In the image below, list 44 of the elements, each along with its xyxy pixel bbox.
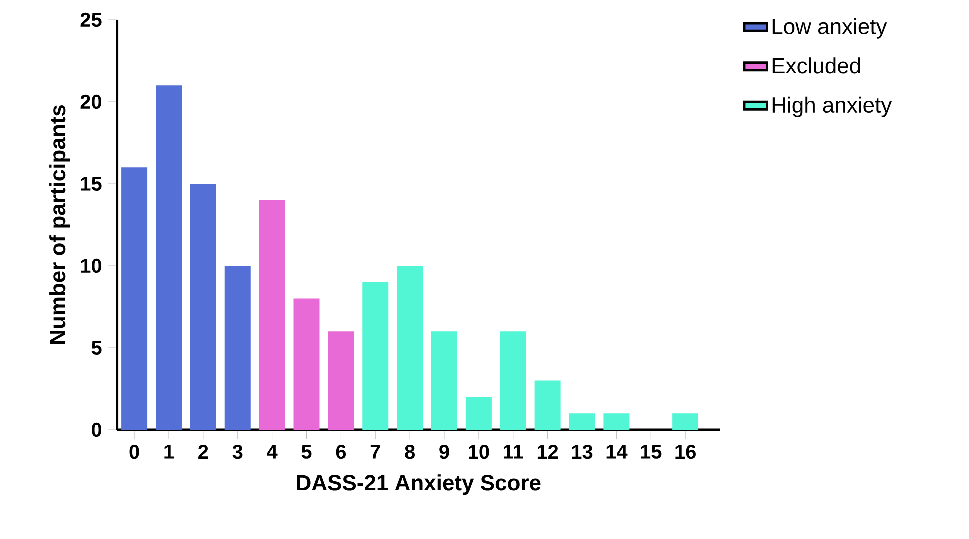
bar [190, 184, 216, 430]
y-axis-title: Number of participants [50, 106, 70, 344]
x-tick-label: 11 [504, 444, 524, 459]
y-tick-label: 25 [80, 12, 102, 28]
bar [672, 414, 699, 430]
x-tick-label: 6 [336, 444, 346, 460]
y-tick-label: 10 [81, 258, 102, 274]
bar [466, 397, 492, 430]
legend-label: Excluded [772, 58, 860, 74]
bar [500, 332, 526, 430]
x-tick-label: 2 [198, 444, 208, 459]
y-tick-label: 0 [92, 422, 102, 438]
legend-label: High anxiety [772, 96, 892, 118]
x-tick-label: 1 [164, 444, 174, 459]
legend-label: Low anxiety [772, 18, 888, 39]
y-tick-label: 15 [81, 177, 102, 191]
x-axis-title: DASS-21 Anxiety Score [297, 474, 541, 496]
bar [432, 332, 458, 430]
x-tick-label: 5 [302, 444, 312, 459]
bar [156, 86, 182, 430]
x-tick-label: 12 [538, 444, 558, 459]
bar [259, 200, 286, 430]
x-tick-label: 4 [267, 444, 278, 459]
bar [362, 282, 389, 430]
bar [122, 168, 148, 430]
x-tick-label: 3 [232, 444, 243, 460]
bar [604, 414, 630, 430]
bar [328, 332, 354, 430]
y-tick-label: 5 [92, 341, 102, 355]
x-tick-label: 8 [405, 444, 415, 460]
bar [534, 380, 561, 430]
x-tick-label: 0 [130, 444, 140, 460]
bar [224, 266, 251, 430]
x-tick-label: 10 [469, 444, 490, 460]
x-tick-label: 7 [370, 444, 380, 459]
x-tick-label: 15 [641, 444, 662, 459]
bar [397, 266, 424, 430]
x-tick-label: 16 [676, 444, 696, 460]
bar [569, 414, 596, 430]
x-tick-label: 13 [572, 444, 593, 460]
bar [294, 298, 320, 430]
y-tick-label: 20 [80, 94, 102, 110]
x-tick-label: 14 [606, 444, 628, 459]
x-tick-label: 9 [440, 444, 450, 460]
